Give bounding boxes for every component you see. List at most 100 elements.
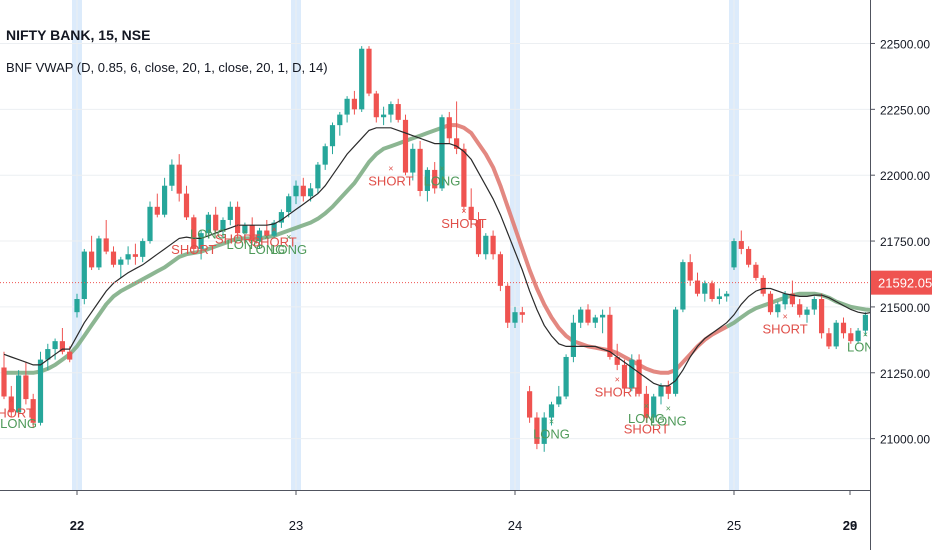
candle: [585, 304, 591, 326]
candle-body: [417, 148, 423, 191]
candle: [74, 293, 80, 318]
candle-body: [59, 341, 65, 352]
candle-body: [468, 206, 474, 220]
candle-body: [183, 193, 190, 218]
candle: [256, 227, 263, 249]
candle-body: [16, 375, 22, 413]
candle-body: [767, 293, 774, 313]
candle: [278, 209, 284, 228]
candle-body: [461, 148, 467, 207]
candle: [410, 143, 416, 181]
candle: [490, 230, 496, 260]
candle-body: [439, 117, 445, 189]
candle-body: [315, 164, 321, 189]
candle-body: [432, 169, 438, 189]
candle-body: [249, 225, 255, 242]
candle-body: [475, 219, 482, 255]
signal-long: ×LONG: [270, 232, 307, 257]
candle-body: [213, 214, 219, 231]
signal-label: LONG: [270, 242, 307, 257]
candle: [658, 383, 664, 405]
candle: [760, 275, 766, 297]
candle: [351, 90, 357, 115]
candle-body: [753, 264, 759, 278]
candle-body: [621, 364, 628, 389]
signal-marker: ×: [388, 164, 393, 174]
candle: [600, 309, 606, 334]
candle: [8, 385, 14, 418]
candle: [789, 280, 795, 307]
candle-body: [118, 259, 124, 265]
candle: [475, 212, 482, 257]
candle: [213, 206, 219, 234]
candle: [855, 327, 861, 344]
candle: [220, 217, 226, 239]
vwap-slow-line: [4, 125, 443, 375]
candle-body: [862, 314, 868, 331]
candle: [45, 343, 51, 371]
candle-body: [67, 351, 73, 360]
candle: [819, 293, 825, 339]
candle: [519, 306, 525, 323]
candle-body: [351, 98, 357, 110]
candle-body: [395, 104, 401, 120]
time-tick-label: 25: [727, 518, 741, 533]
signal-marker: ×: [644, 401, 649, 411]
candle: [446, 111, 452, 144]
candle-body: [366, 48, 372, 94]
candle-body: [96, 238, 102, 268]
candle-body: [373, 93, 379, 118]
candle-body: [556, 396, 562, 405]
signal-marker: ×: [16, 406, 21, 416]
signal-marker: ×: [271, 224, 276, 234]
candle-body: [497, 254, 503, 286]
candle: [381, 106, 387, 126]
signal-short: ×SHORT: [251, 224, 296, 249]
candle-body: [359, 48, 365, 110]
signal-marker: ×: [644, 411, 649, 421]
candle-body: [52, 341, 58, 350]
candle: [23, 362, 29, 405]
signal-long: ×LONG: [628, 401, 665, 426]
candle: [527, 385, 533, 423]
candle-body: [782, 293, 788, 305]
candle: [293, 180, 299, 205]
candle: [366, 46, 372, 97]
candle-body: [454, 138, 460, 149]
signal-long: ×LONG: [650, 403, 687, 428]
candle: [1, 351, 7, 400]
candle-body: [344, 98, 350, 115]
candle-body: [8, 396, 14, 413]
candle-body: [789, 293, 795, 305]
candle-body: [147, 206, 153, 242]
signal-marker: ×: [242, 227, 247, 237]
candle: [402, 114, 409, 176]
candle: [329, 122, 336, 155]
candle: [439, 114, 445, 191]
price-tick-label: 21500.00: [880, 301, 930, 315]
signal-label: SHORT: [215, 232, 260, 247]
candle: [534, 412, 540, 450]
price-tick-label: 22250.00: [880, 103, 930, 117]
candle-body: [570, 322, 576, 357]
candle: [30, 393, 36, 429]
candle-body: [271, 222, 277, 236]
candle-body: [446, 117, 452, 139]
candle-body: [548, 404, 555, 418]
candle-body: [89, 251, 95, 268]
signal-marker: ×: [9, 396, 14, 406]
signal-short: ×SHORT: [215, 222, 260, 247]
signal-marker: ×: [549, 417, 554, 427]
candle: [746, 246, 752, 268]
indicator-legend[interactable]: BNF VWAP (D, 0.85, 6, close, 20, 1, clos…: [6, 60, 328, 75]
time-tick-label: 22: [70, 518, 84, 533]
candle: [322, 143, 328, 170]
candle: [417, 140, 423, 197]
candle: [337, 111, 343, 136]
candle-body: [702, 283, 708, 294]
candle: [811, 296, 817, 315]
candle: [775, 301, 781, 318]
signal-short: ×SHORT: [368, 164, 413, 189]
